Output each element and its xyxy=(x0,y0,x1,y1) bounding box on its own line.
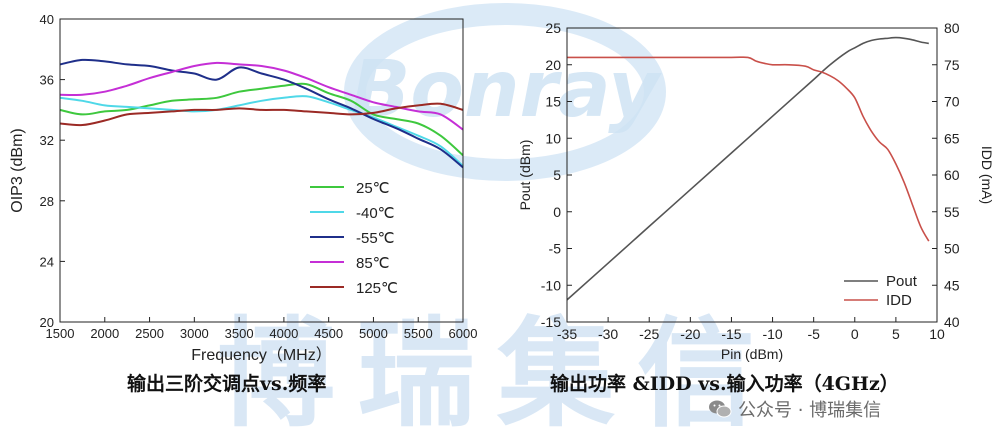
x-tick-label: 5000 xyxy=(359,326,388,341)
watermark-cn-text: 博瑞集信 xyxy=(217,305,777,443)
series-line-idd xyxy=(566,56,930,242)
x-axis-label: Frequency（MHz） xyxy=(191,346,331,364)
y-tick-label: 20 xyxy=(40,315,54,330)
x-tick-label: -15 xyxy=(721,326,741,342)
x-tick-label: 0 xyxy=(851,326,859,342)
y-tick-label-left: -10 xyxy=(541,277,561,293)
x-tick-label: 2500 xyxy=(135,326,164,341)
y-tick-label-left: 25 xyxy=(545,20,561,36)
y-tick-label-right: 65 xyxy=(944,130,960,146)
y-tick-label-right: 60 xyxy=(944,167,960,183)
y-tick-label-right: 50 xyxy=(944,241,960,257)
legend-label-2: -55℃ xyxy=(356,230,395,247)
y-tick-label: 36 xyxy=(40,73,54,88)
y-tick-label-right: 40 xyxy=(944,314,960,330)
x-tick-label: -25 xyxy=(639,326,659,342)
x-tick-label: -5 xyxy=(807,326,820,342)
legend-label-0: 25℃ xyxy=(356,180,390,197)
watermark-logo-text: Bonray xyxy=(351,45,662,135)
series-line-0 xyxy=(59,82,464,157)
y-tick-label-left: -15 xyxy=(541,314,561,330)
y-tick-label: 28 xyxy=(40,194,54,209)
x-tick-label: -10 xyxy=(762,326,782,342)
x-tick-label: 5 xyxy=(892,326,900,342)
x-tick-label: 3500 xyxy=(225,326,254,341)
y-axis-label: OIP3 (dBm) xyxy=(9,128,26,212)
plot-frame xyxy=(59,18,464,323)
wechat-icon xyxy=(709,400,732,418)
x-tick-label: -20 xyxy=(680,326,700,342)
y-tick-label-right: 80 xyxy=(944,20,960,36)
x-axis-label: Pin (dBm) xyxy=(721,346,783,362)
legend-label-1: -40℃ xyxy=(356,205,395,222)
y-tick-label: 24 xyxy=(40,254,54,269)
pout-idd-vs-pin-chart: -35 -30 -25 -20 -15 -10 -5 0 5 10 -15 -10 -5 0 5 10 15 20… xyxy=(517,20,994,362)
watermark-logo-ring xyxy=(344,3,666,181)
series-line-pout xyxy=(566,36,929,301)
caption-pout-idd-vs-pin: 输出功率 &IDD vs.输入功率（4GHz） xyxy=(550,373,899,395)
y-tick-label-left: 0 xyxy=(553,204,561,220)
caption-oip3-vs-frequency: 输出三阶交调点vs.频率 xyxy=(127,373,327,395)
y-tick-label-left: 20 xyxy=(545,57,561,73)
x-tick-label: 1500 xyxy=(46,326,75,341)
y-axis-label-left: Pout (dBm) xyxy=(517,140,533,211)
y-tick-label-right: 70 xyxy=(944,94,960,110)
x-tick-label: 3000 xyxy=(180,326,209,341)
y-tick-label-left: 5 xyxy=(553,167,561,183)
series-line-3 xyxy=(59,61,464,131)
series-line-1 xyxy=(59,95,464,167)
oip3-vs-frequency-chart: 1500 2000 2500 3000 3500 4000 4500 5000 5500 6000… xyxy=(9,12,477,364)
y-axis-label-right: IDD (mA) xyxy=(979,146,994,204)
footer-source-text: 公众号 · 博瑞集信 xyxy=(738,400,882,421)
y-tick-label-left: 15 xyxy=(545,94,561,110)
y-tick-label-left: 10 xyxy=(545,130,561,146)
y-tick-label-right: 55 xyxy=(944,204,960,220)
y-tick-label: 32 xyxy=(40,133,54,148)
footer-source: 公众号 · 博瑞集信 xyxy=(708,396,881,422)
legend-label-idd: IDD xyxy=(886,292,912,309)
series-line-2 xyxy=(59,58,464,169)
x-tick-label: 6000 xyxy=(449,326,478,341)
legend-label-3: 85℃ xyxy=(356,255,390,272)
x-tick-label: 4500 xyxy=(314,326,343,341)
legend-label-pout: Pout xyxy=(886,273,918,290)
y-tick-label-right: 45 xyxy=(944,277,960,293)
legend-label-4: 125℃ xyxy=(356,280,398,297)
x-tick-label: -35 xyxy=(557,326,577,342)
y-tick-label: 40 xyxy=(40,12,54,27)
x-tick-label: 2000 xyxy=(90,326,119,341)
series-line-4 xyxy=(59,102,464,127)
x-tick-label: -30 xyxy=(598,326,618,342)
y-tick-label-right: 75 xyxy=(944,57,960,73)
y-tick-label-left: -5 xyxy=(549,241,562,257)
x-tick-label: 5500 xyxy=(404,326,433,341)
x-tick-label: 4000 xyxy=(269,326,298,341)
x-tick-label: 10 xyxy=(929,326,945,342)
